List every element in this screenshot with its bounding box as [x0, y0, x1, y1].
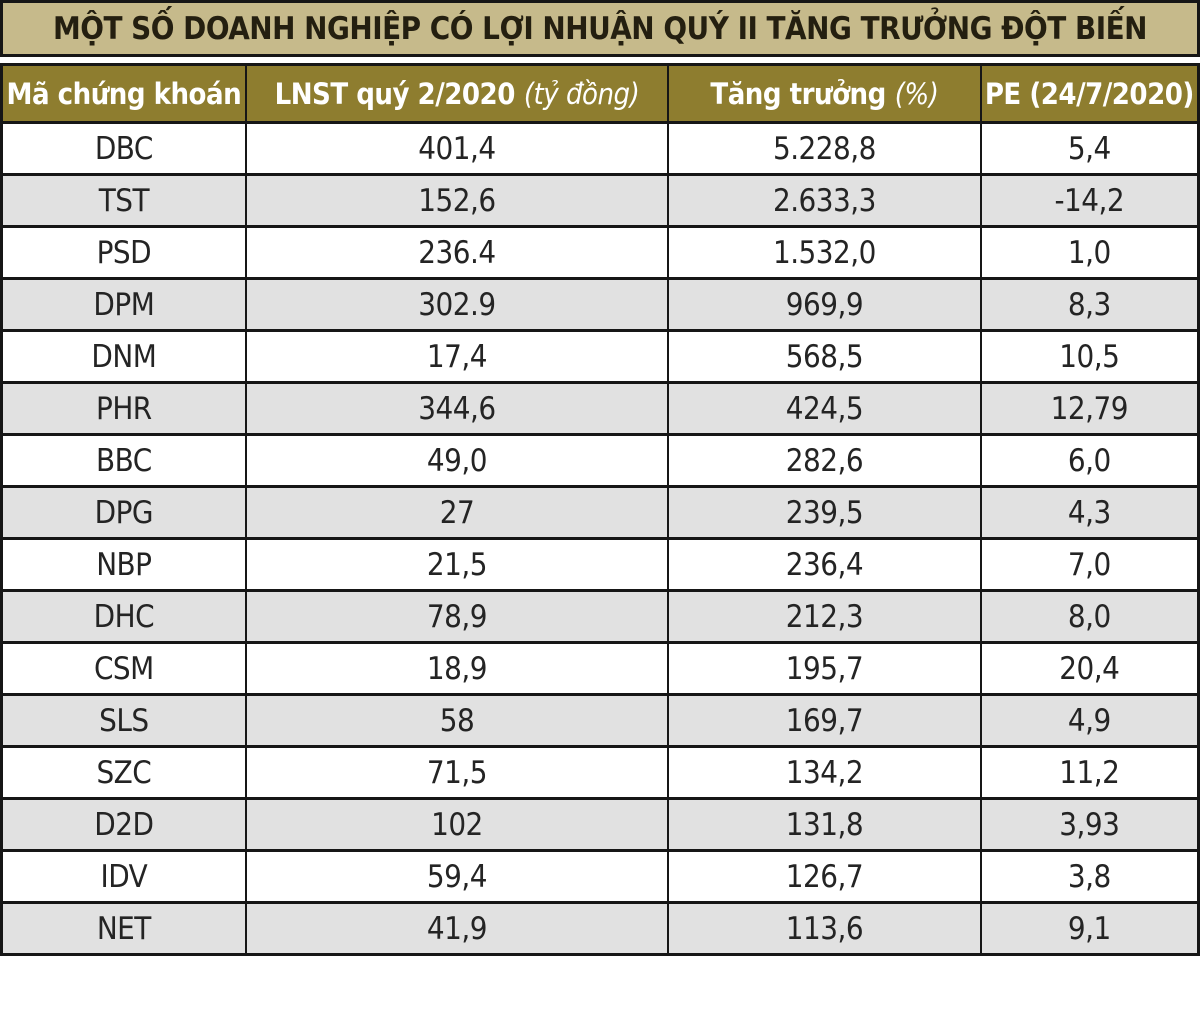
- table-row: SZC 71,5 134,2 11,2: [0, 745, 1200, 800]
- column-header-lnst-note: (tỷ đồng): [523, 76, 640, 111]
- cell-pe: 10,5: [979, 329, 1200, 384]
- cell-growth: 1.532,0: [667, 225, 982, 280]
- cell-growth: 5.228,8: [667, 121, 982, 176]
- column-header-growth-label: Tăng trưởng: [710, 76, 886, 111]
- cell-growth: 969,9: [667, 277, 982, 332]
- cell-lnst: 59,4: [244, 849, 670, 904]
- cell-pe: 11,2: [979, 745, 1200, 800]
- cell-lnst: 78,9: [244, 589, 670, 644]
- header-row: Mã chứng khoán LNST quý 2/2020 (tỷ đồng) …: [0, 63, 1200, 124]
- cell-pe: 6,0: [979, 433, 1200, 488]
- table-row: NET 41,9 113,6 9,1: [0, 901, 1200, 956]
- cell-pe: 8,0: [979, 589, 1200, 644]
- cell-growth: 113,6: [667, 901, 982, 956]
- cell-ticker: PSD: [0, 225, 247, 280]
- table-row: IDV 59,4 126,7 3,8: [0, 849, 1200, 904]
- cell-pe: 12,79: [979, 381, 1200, 436]
- table-row: DHC 78,9 212,3 8,0: [0, 589, 1200, 644]
- cell-growth: 424,5: [667, 381, 982, 436]
- cell-ticker: IDV: [0, 849, 247, 904]
- table-row: DPM 302.9 969,9 8,3: [0, 277, 1200, 332]
- column-header-ticker-label: Mã chứng khoán: [6, 76, 242, 111]
- cell-lnst: 58: [244, 693, 670, 748]
- table-row: NBP 21,5 236,4 7,0: [0, 537, 1200, 592]
- cell-pe: 3,8: [979, 849, 1200, 904]
- cell-ticker: BBC: [0, 433, 247, 488]
- cell-growth: 169,7: [667, 693, 982, 748]
- cell-growth: 239,5: [667, 485, 982, 540]
- cell-growth: 126,7: [667, 849, 982, 904]
- cell-ticker: TST: [0, 173, 247, 228]
- column-header-lnst-label: LNST quý 2/2020: [274, 76, 516, 111]
- cell-pe: 4,9: [979, 693, 1200, 748]
- cell-lnst: 71,5: [244, 745, 670, 800]
- cell-ticker: DNM: [0, 329, 247, 384]
- cell-pe: -14,2: [979, 173, 1200, 228]
- table-row: DBC 401,4 5.228,8 5,4: [0, 121, 1200, 176]
- column-header-pe-label: PE (24/7/2020): [984, 76, 1195, 111]
- column-header-ticker: Mã chứng khoán: [0, 63, 247, 124]
- table-title: MỘT SỐ DOANH NGHIỆP CÓ LỢI NHUẬN QUÝ II …: [0, 0, 1200, 57]
- cell-lnst: 102: [244, 797, 670, 852]
- cell-pe: 4,3: [979, 485, 1200, 540]
- cell-lnst: 49,0: [244, 433, 670, 488]
- table-row: CSM 18,9 195,7 20,4: [0, 641, 1200, 696]
- cell-ticker: D2D: [0, 797, 247, 852]
- table-row: D2D 102 131,8 3,93: [0, 797, 1200, 852]
- table-row: DNM 17,4 568,5 10,5: [0, 329, 1200, 384]
- cell-ticker: DBC: [0, 121, 247, 176]
- cell-pe: 20,4: [979, 641, 1200, 696]
- cell-ticker: NET: [0, 901, 247, 956]
- cell-pe: 3,93: [979, 797, 1200, 852]
- cell-lnst: 41,9: [244, 901, 670, 956]
- table-row: SLS 58 169,7 4,9: [0, 693, 1200, 748]
- cell-growth: 2.633,3: [667, 173, 982, 228]
- column-header-lnst: LNST quý 2/2020 (tỷ đồng): [244, 63, 670, 124]
- cell-pe: 9,1: [979, 901, 1200, 956]
- cell-lnst: 18,9: [244, 641, 670, 696]
- cell-growth: 134,2: [667, 745, 982, 800]
- cell-ticker: NBP: [0, 537, 247, 592]
- column-header-growth-note: (%): [894, 76, 939, 111]
- cell-lnst: 152,6: [244, 173, 670, 228]
- cell-ticker: CSM: [0, 641, 247, 696]
- column-header-growth: Tăng trưởng (%): [667, 63, 982, 124]
- table-header: Mã chứng khoán LNST quý 2/2020 (tỷ đồng) …: [0, 63, 1200, 124]
- cell-lnst: 401,4: [244, 121, 670, 176]
- cell-growth: 236,4: [667, 537, 982, 592]
- cell-pe: 1,0: [979, 225, 1200, 280]
- cell-growth: 568,5: [667, 329, 982, 384]
- column-header-pe: PE (24/7/2020): [979, 63, 1200, 124]
- cell-lnst: 27: [244, 485, 670, 540]
- cell-ticker: SZC: [0, 745, 247, 800]
- cell-lnst: 236.4: [244, 225, 670, 280]
- cell-growth: 131,8: [667, 797, 982, 852]
- table-row: TST 152,6 2.633,3 -14,2: [0, 173, 1200, 228]
- cell-lnst: 302.9: [244, 277, 670, 332]
- table-title-text: MỘT SỐ DOANH NGHIỆP CÓ LỢI NHUẬN QUÝ II …: [52, 10, 1148, 47]
- cell-growth: 212,3: [667, 589, 982, 644]
- cell-pe: 5,4: [979, 121, 1200, 176]
- cell-growth: 195,7: [667, 641, 982, 696]
- table-row: BBC 49,0 282,6 6,0: [0, 433, 1200, 488]
- cell-ticker: DHC: [0, 589, 247, 644]
- cell-growth: 282,6: [667, 433, 982, 488]
- table-row: PHR 344,6 424,5 12,79: [0, 381, 1200, 436]
- cell-pe: 7,0: [979, 537, 1200, 592]
- earnings-table: Mã chứng khoán LNST quý 2/2020 (tỷ đồng) …: [0, 63, 1200, 956]
- cell-lnst: 17,4: [244, 329, 670, 384]
- table-row: DPG 27 239,5 4,3: [0, 485, 1200, 540]
- cell-pe: 8,3: [979, 277, 1200, 332]
- table-body: DBC 401,4 5.228,8 5,4 TST 152,6 2.633,3 -14,2 PS…: [0, 121, 1200, 956]
- cell-ticker: DPG: [0, 485, 247, 540]
- cell-lnst: 21,5: [244, 537, 670, 592]
- table-row: PSD 236.4 1.532,0 1,0: [0, 225, 1200, 280]
- cell-ticker: PHR: [0, 381, 247, 436]
- cell-ticker: SLS: [0, 693, 247, 748]
- cell-ticker: DPM: [0, 277, 247, 332]
- cell-lnst: 344,6: [244, 381, 670, 436]
